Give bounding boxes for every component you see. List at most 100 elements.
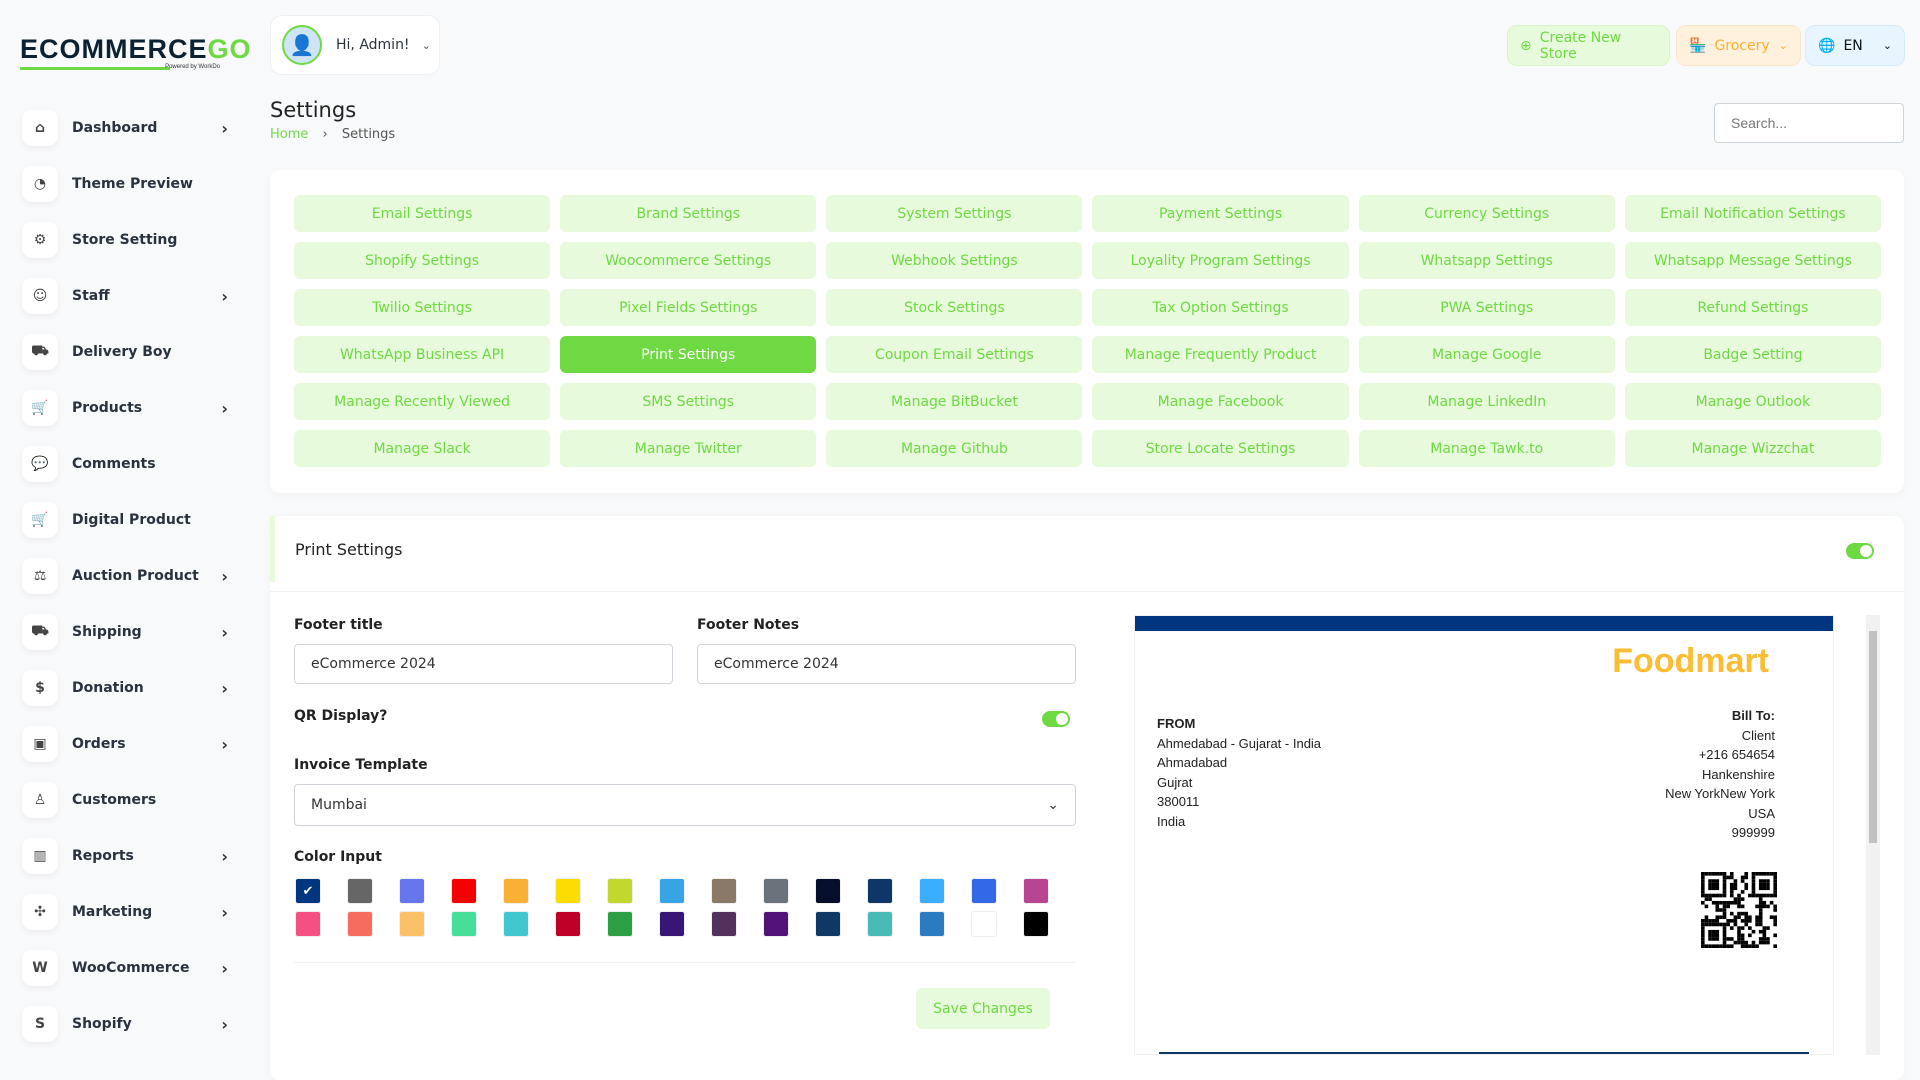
qr-module: [1773, 933, 1777, 938]
settings-tab-currency-settings[interactable]: Currency Settings: [1358, 195, 1615, 232]
sidebar-item-store-setting[interactable]: ⚙ Store Setting: [22, 212, 232, 268]
sidebar-item-customers[interactable]: ♙ Customers: [22, 772, 232, 828]
settings-tab-system-settings[interactable]: System Settings: [826, 195, 1083, 232]
footer-title-input[interactable]: eCommerce 2024: [294, 644, 673, 684]
invoice-template-select[interactable]: Mumbai ⌄: [294, 784, 1076, 826]
settings-tab-whatsapp-business-api[interactable]: WhatsApp Business API: [294, 336, 551, 373]
settings-tab-pwa-settings[interactable]: PWA Settings: [1358, 289, 1615, 326]
settings-tab-sms-settings[interactable]: SMS Settings: [560, 383, 817, 420]
color-swatch[interactable]: [815, 911, 841, 937]
search-input[interactable]: [1714, 103, 1904, 143]
settings-tab-webhook-settings[interactable]: Webhook Settings: [826, 242, 1083, 279]
color-swatch[interactable]: [503, 878, 529, 904]
settings-tab-manage-outlook[interactable]: Manage Outlook: [1624, 383, 1881, 420]
color-swatch[interactable]: [763, 911, 789, 937]
print-settings-toggle[interactable]: [1846, 543, 1874, 559]
sidebar-item-dashboard[interactable]: ⌂ Dashboard ›: [22, 100, 232, 156]
scrollbar-thumb[interactable]: [1869, 631, 1877, 843]
sidebar-item-comments[interactable]: 💬 Comments: [22, 436, 232, 492]
settings-tab-email-notification-settings[interactable]: Email Notification Settings: [1624, 195, 1881, 232]
settings-tab-whatsapp-message-settings[interactable]: Whatsapp Message Settings: [1624, 242, 1881, 279]
color-swatch[interactable]: [711, 878, 737, 904]
sidebar-item-delivery-boy[interactable]: ⛟ Delivery Boy: [22, 324, 232, 380]
logo[interactable]: ECOMMERCEGO Powered by WorkDo: [20, 34, 251, 70]
settings-tab-manage-slack[interactable]: Manage Slack: [294, 430, 551, 467]
settings-tab-manage-tawk-to[interactable]: Manage Tawk.to: [1358, 430, 1615, 467]
sidebar-item-shopify[interactable]: S Shopify ›: [22, 996, 232, 1052]
sidebar-item-orders[interactable]: ▣ Orders ›: [22, 716, 232, 772]
color-swatch[interactable]: [607, 911, 633, 937]
settings-tab-loyality-program-settings[interactable]: Loyality Program Settings: [1092, 242, 1349, 279]
color-swatch[interactable]: [815, 878, 841, 904]
settings-tab-shopify-settings[interactable]: Shopify Settings: [294, 242, 551, 279]
sidebar-item-staff[interactable]: ☺ Staff ›: [22, 268, 232, 324]
color-swatch[interactable]: [399, 878, 425, 904]
settings-tab-manage-frequently-product[interactable]: Manage Frequently Product: [1092, 336, 1349, 373]
settings-tab-payment-settings[interactable]: Payment Settings: [1092, 195, 1349, 232]
sidebar-item-auction-product[interactable]: ⚖ Auction Product ›: [22, 548, 232, 604]
qr-module: [1711, 872, 1716, 876]
sidebar-item-shipping[interactable]: ⛟ Shipping ›: [22, 604, 232, 660]
color-swatch[interactable]: [971, 911, 997, 937]
save-changes-button[interactable]: Save Changes: [916, 988, 1050, 1029]
color-swatch[interactable]: [919, 878, 945, 904]
language-select[interactable]: 🌐 EN ⌄: [1805, 25, 1905, 66]
color-swatch[interactable]: [1023, 878, 1049, 904]
settings-tab-manage-google[interactable]: Manage Google: [1358, 336, 1615, 373]
settings-tab-manage-twitter[interactable]: Manage Twitter: [560, 430, 817, 467]
color-swatch[interactable]: [919, 911, 945, 937]
color-swatch[interactable]: [451, 878, 477, 904]
settings-tab-manage-bitbucket[interactable]: Manage BitBucket: [826, 383, 1083, 420]
store-select[interactable]: 🏪 Grocery ⌄: [1676, 25, 1801, 66]
color-swatch[interactable]: [347, 911, 373, 937]
qr-display-toggle[interactable]: [1042, 711, 1070, 727]
user-menu[interactable]: 👤 Hi, Admin! ⌄: [270, 15, 440, 75]
color-swatch[interactable]: [1023, 911, 1049, 937]
sidebar-item-theme-preview[interactable]: ◔ Theme Preview: [22, 156, 232, 212]
breadcrumb-home[interactable]: Home: [270, 127, 309, 142]
color-swatch[interactable]: [347, 878, 373, 904]
color-swatch[interactable]: [555, 911, 581, 937]
settings-tab-woocommerce-settings[interactable]: Woocommerce Settings: [560, 242, 817, 279]
color-swatch[interactable]: [555, 878, 581, 904]
settings-tab-manage-facebook[interactable]: Manage Facebook: [1092, 383, 1349, 420]
footer-notes-input[interactable]: eCommerce 2024: [697, 644, 1076, 684]
color-swatch[interactable]: [763, 878, 789, 904]
settings-tab-pixel-fields-settings[interactable]: Pixel Fields Settings: [560, 289, 817, 326]
sidebar-item-woocommerce[interactable]: W WooCommerce ›: [22, 940, 232, 996]
settings-tab-email-settings[interactable]: Email Settings: [294, 195, 551, 232]
color-swatch[interactable]: [971, 878, 997, 904]
settings-tab-tax-option-settings[interactable]: Tax Option Settings: [1092, 289, 1349, 326]
settings-tab-manage-recently-viewed[interactable]: Manage Recently Viewed: [294, 383, 551, 420]
color-swatch[interactable]: [295, 911, 321, 937]
settings-tab-manage-linkedin[interactable]: Manage LinkedIn: [1358, 383, 1615, 420]
settings-tab-manage-wizzchat[interactable]: Manage Wizzchat: [1624, 430, 1881, 467]
color-swatch[interactable]: [659, 911, 685, 937]
settings-tab-whatsapp-settings[interactable]: Whatsapp Settings: [1358, 242, 1615, 279]
settings-tab-stock-settings[interactable]: Stock Settings: [826, 289, 1083, 326]
settings-tab-store-locate-settings[interactable]: Store Locate Settings: [1092, 430, 1349, 467]
create-store-button[interactable]: ⊕ Create New Store: [1507, 25, 1670, 66]
sidebar-item-donation[interactable]: $ Donation ›: [22, 660, 232, 716]
settings-tab-print-settings[interactable]: Print Settings: [560, 336, 817, 373]
settings-tab-refund-settings[interactable]: Refund Settings: [1624, 289, 1881, 326]
color-swatch[interactable]: [711, 911, 737, 937]
settings-tab-badge-setting[interactable]: Badge Setting: [1624, 336, 1881, 373]
settings-tab-twilio-settings[interactable]: Twilio Settings: [294, 289, 551, 326]
color-swatch[interactable]: [867, 911, 893, 937]
settings-tab-coupon-email-settings[interactable]: Coupon Email Settings: [826, 336, 1083, 373]
color-swatch[interactable]: ✔: [295, 878, 321, 904]
sidebar-item-reports[interactable]: ▥ Reports ›: [22, 828, 232, 884]
color-swatch[interactable]: [607, 878, 633, 904]
color-swatch[interactable]: [867, 878, 893, 904]
sidebar-item-marketing[interactable]: ✣ Marketing ›: [22, 884, 232, 940]
color-swatch[interactable]: [451, 911, 477, 937]
color-swatch[interactable]: [503, 911, 529, 937]
sidebar-item-digital-product[interactable]: 🛒 Digital Product: [22, 492, 232, 548]
color-swatch[interactable]: [659, 878, 685, 904]
settings-tab-manage-github[interactable]: Manage Github: [826, 430, 1083, 467]
preview-scrollbar[interactable]: [1866, 615, 1880, 1055]
sidebar-item-products[interactable]: 🛒 Products ›: [22, 380, 232, 436]
settings-tab-brand-settings[interactable]: Brand Settings: [560, 195, 817, 232]
color-swatch[interactable]: [399, 911, 425, 937]
